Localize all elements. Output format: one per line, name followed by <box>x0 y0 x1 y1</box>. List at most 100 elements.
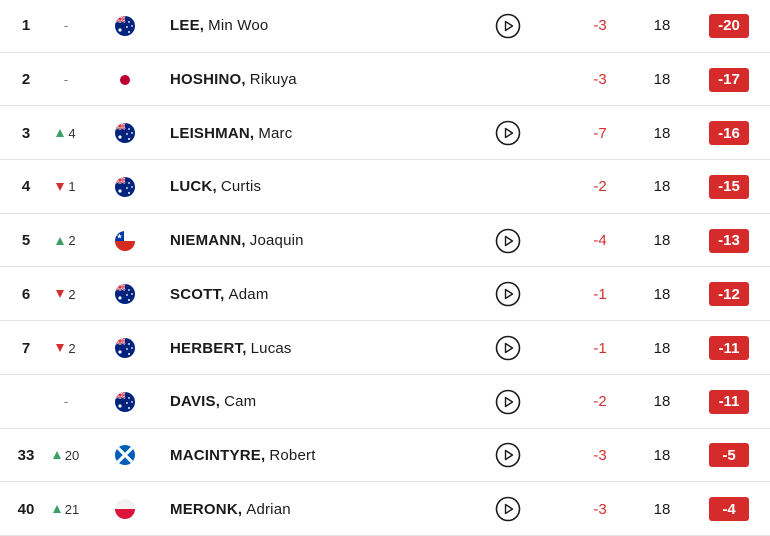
row-divider <box>0 51 770 53</box>
leaderboard-row[interactable]: 7 2 HERBERT, Lucas -1 18 -11 <box>0 321 770 375</box>
leaderboard-row[interactable]: 33 20 MACINTYRE, Robert -3 18 -5 <box>0 429 770 483</box>
position-change: 2 <box>68 286 76 302</box>
movement: 20 <box>44 429 88 483</box>
play-video-icon[interactable] <box>495 228 521 254</box>
player-last-name: NIEMANN, <box>170 232 246 250</box>
total-score-badge: -17 <box>709 67 749 92</box>
holes-thru: 18 <box>653 17 671 35</box>
player-last-name: MERONK, <box>170 500 243 518</box>
total-score-badge: -11 <box>709 336 749 361</box>
leaderboard-row[interactable]: 6 2 SCOTT, Adam -1 18 -12 <box>0 268 770 322</box>
position: 1 <box>21 17 31 35</box>
position-change: - <box>63 394 69 410</box>
today-score: -1 <box>593 339 607 357</box>
leaderboard-row[interactable]: 5 2 NIEMANN, Joaquin -4 18 -13 <box>0 214 770 268</box>
player-first-name: Marc <box>258 124 293 142</box>
player-name[interactable]: SCOTT, Adam <box>170 268 269 322</box>
position-change: 4 <box>68 125 76 141</box>
leaderboard-row[interactable]: 2 - HOSHINO, Rikuya -3 18 -17 <box>0 53 770 107</box>
movement: - <box>44 375 88 429</box>
player-name[interactable]: LEE, Min Woo <box>170 0 268 53</box>
australia-flag <box>115 391 135 412</box>
today-score: -3 <box>593 71 607 89</box>
row-divider <box>0 266 770 268</box>
today-score: -4 <box>593 232 607 250</box>
move-up-icon <box>56 236 65 245</box>
australia-flag <box>115 15 135 36</box>
player-name[interactable]: NIEMANN, Joaquin <box>170 214 304 268</box>
leaderboard-row[interactable]: 3 4 LEISHMAN, Marc -7 18 -16 <box>0 106 770 161</box>
player-first-name: Rikuya <box>249 71 297 89</box>
holes-thru: 18 <box>653 124 671 142</box>
row-divider <box>0 159 770 161</box>
move-down-icon <box>56 290 65 299</box>
play-video-icon[interactable] <box>495 389 521 415</box>
leaderboard-row[interactable]: 1 - LEE, Min Woo -3 18 -20 <box>0 0 770 53</box>
total-score-badge: -11 <box>709 389 749 414</box>
holes-thru: 18 <box>653 232 671 250</box>
player-first-name: Adam <box>228 285 269 303</box>
play-video-icon[interactable] <box>495 335 521 361</box>
movement: - <box>44 53 88 107</box>
player-name[interactable]: MACINTYRE, Robert <box>170 429 316 483</box>
player-name[interactable]: HOSHINO, Rikuya <box>170 53 297 107</box>
australia-flag <box>115 338 135 359</box>
player-first-name: Robert <box>269 446 316 464</box>
player-last-name: LUCK, <box>170 178 217 196</box>
player-name[interactable]: LUCK, Curtis <box>170 160 261 214</box>
position-change: 21 <box>64 501 80 517</box>
position-change: 2 <box>68 340 76 356</box>
play-video-icon[interactable] <box>495 120 521 146</box>
position: 6 <box>21 285 31 303</box>
today-score: -2 <box>593 178 607 196</box>
player-first-name: Adrian <box>246 500 291 518</box>
today-score: -1 <box>593 285 607 303</box>
leaderboard-row[interactable]: - DAVIS, Cam -2 18 -11 <box>0 375 770 429</box>
scotland-flag <box>115 445 135 466</box>
play-video-icon[interactable] <box>495 281 521 307</box>
player-first-name: Lucas <box>250 339 292 357</box>
position: 40 <box>17 500 35 518</box>
move-down-icon <box>56 182 65 191</box>
player-last-name: MACINTYRE, <box>170 446 266 464</box>
japan-flag <box>115 69 135 90</box>
player-last-name: LEE, <box>170 17 205 35</box>
total-score-badge: -13 <box>709 228 749 253</box>
movement: 1 <box>44 160 88 214</box>
play-video-icon[interactable] <box>495 496 521 522</box>
holes-thru: 18 <box>653 500 671 518</box>
position: 3 <box>21 124 31 142</box>
play-video-icon[interactable] <box>495 13 521 39</box>
row-divider <box>0 320 770 322</box>
move-up-icon <box>52 451 61 460</box>
movement: 21 <box>44 482 88 536</box>
player-last-name: SCOTT, <box>170 285 225 303</box>
position-change: 1 <box>68 179 76 195</box>
leaderboard-row[interactable]: 4 1 LUCK, Curtis -2 18 -15 <box>0 160 770 214</box>
player-name[interactable]: DAVIS, Cam <box>170 375 256 429</box>
movement: 2 <box>44 321 88 375</box>
move-up-icon <box>56 129 65 138</box>
player-first-name: Cam <box>224 393 257 411</box>
leaderboard-row[interactable]: 40 21 MERONK, Adrian -3 18 -4 <box>0 482 770 536</box>
holes-thru: 18 <box>653 339 671 357</box>
holes-thru: 18 <box>653 285 671 303</box>
row-divider <box>0 481 770 483</box>
row-divider <box>0 105 770 107</box>
holes-thru: 18 <box>653 71 671 89</box>
today-score: -3 <box>593 446 607 464</box>
row-divider <box>0 427 770 429</box>
position-change: - <box>63 18 69 34</box>
position-change: 20 <box>64 447 80 463</box>
movement: 2 <box>44 214 88 268</box>
today-score: -3 <box>593 17 607 35</box>
player-name[interactable]: MERONK, Adrian <box>170 482 291 536</box>
play-video-icon[interactable] <box>495 442 521 468</box>
player-first-name: Curtis <box>220 178 262 196</box>
total-score-badge: -12 <box>709 282 749 307</box>
player-last-name: HOSHINO, <box>170 71 246 89</box>
player-name[interactable]: LEISHMAN, Marc <box>170 106 292 160</box>
position: 5 <box>21 232 31 250</box>
poland-flag <box>115 499 135 520</box>
player-name[interactable]: HERBERT, Lucas <box>170 321 292 375</box>
